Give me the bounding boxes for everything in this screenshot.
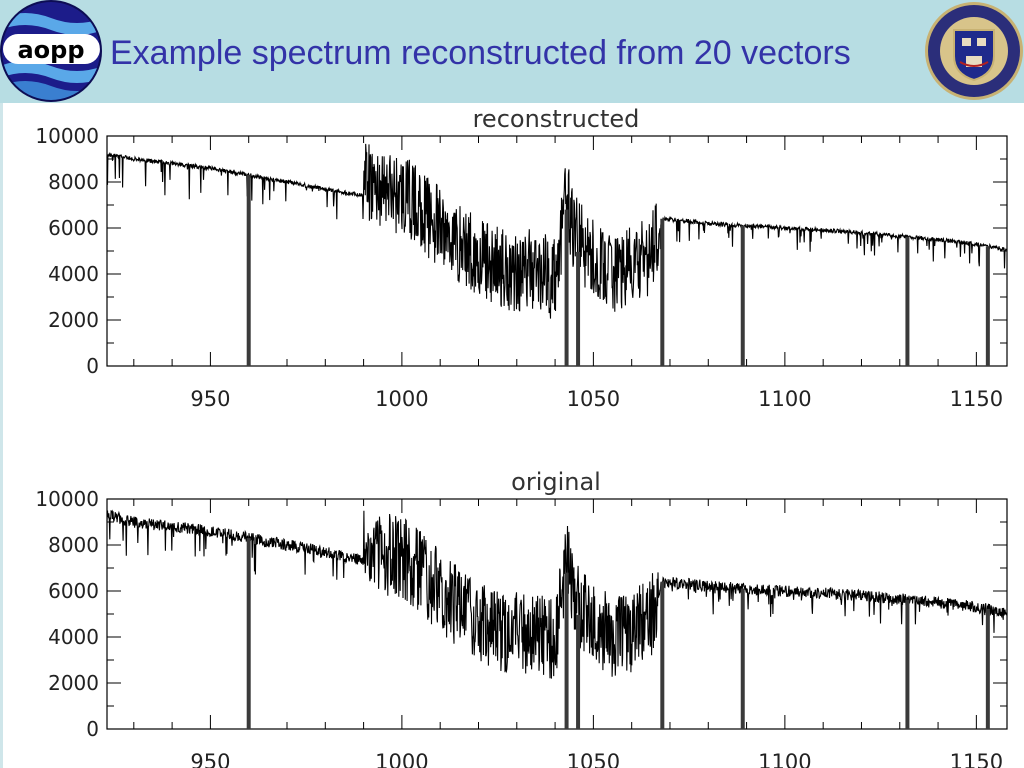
y-tick-label: 4000 xyxy=(48,262,99,286)
y-tick-label: 6000 xyxy=(48,216,99,240)
x-tick-label: 1100 xyxy=(758,387,811,411)
spectrum-line xyxy=(106,509,1008,679)
plot-frame xyxy=(106,135,1008,367)
x-tick-label: 1050 xyxy=(567,750,620,768)
y-tick-label: 10000 xyxy=(35,124,99,148)
y-tick-label: 10000 xyxy=(35,487,99,511)
x-tick-label: 1100 xyxy=(758,750,811,768)
x-tick-label: 950 xyxy=(190,750,230,768)
y-tick-label: 6000 xyxy=(48,579,99,603)
chart-panel-original: original 0 2000 4000 6000 8000 10000 950 1000 105… xyxy=(35,468,1008,768)
chart-title: reconstructed xyxy=(473,105,640,133)
slide-header: aopp Example spectrum reconstructed from… xyxy=(0,0,1024,103)
x-tick-label: 950 xyxy=(190,387,230,411)
y-tick-label: 2000 xyxy=(48,671,99,695)
y-tick-label: 0 xyxy=(86,354,99,378)
y-tick-label: 8000 xyxy=(48,533,99,557)
y-tick-label: 2000 xyxy=(48,308,99,332)
left-border xyxy=(0,103,3,768)
chart-panel-reconstructed: reconstructed 0 2000 4000 6000 8000 10000 950 10… xyxy=(35,105,1008,411)
x-tick-label: 1000 xyxy=(375,387,428,411)
y-tick-label: 4000 xyxy=(48,625,99,649)
oxford-crest-icon xyxy=(925,2,1023,100)
aopp-logo-text: aopp xyxy=(17,36,84,64)
chart-title: original xyxy=(511,468,601,496)
x-tick-label: 1050 xyxy=(567,387,620,411)
x-tick-label: 1150 xyxy=(950,387,1003,411)
slide-title: Example spectrum reconstructed from 20 v… xyxy=(110,34,851,72)
x-tick-label: 1150 xyxy=(950,750,1003,768)
aopp-logo-icon: aopp xyxy=(0,0,102,102)
spectrum-line xyxy=(106,143,1008,319)
y-tick-label: 0 xyxy=(86,717,99,741)
x-tick-label: 1000 xyxy=(375,750,428,768)
y-tick-label: 8000 xyxy=(48,170,99,194)
